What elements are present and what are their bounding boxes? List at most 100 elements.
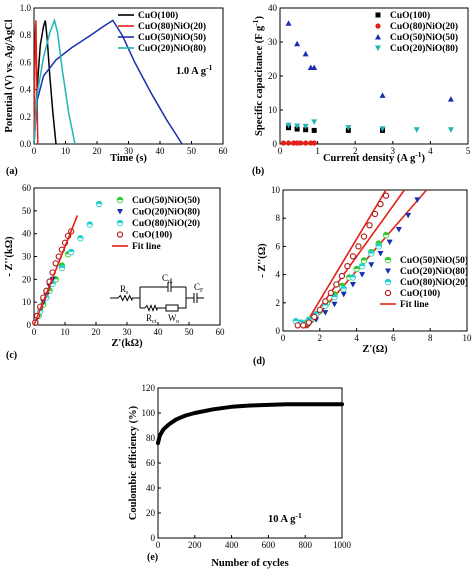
x-tick-label: 5 bbox=[466, 146, 471, 156]
data-point bbox=[447, 96, 454, 102]
legend-swatch bbox=[384, 256, 392, 264]
data-point bbox=[371, 210, 379, 218]
data-point bbox=[327, 289, 334, 297]
panel-label: (e) bbox=[147, 552, 158, 563]
data-point bbox=[316, 306, 323, 313]
data-point bbox=[340, 285, 347, 292]
data-point bbox=[349, 281, 356, 288]
current-density-annotation: 1.0 A g-1 bbox=[176, 63, 213, 77]
data-point bbox=[86, 221, 93, 228]
data-point bbox=[368, 250, 375, 257]
x-axis-title: Current density (A g-1) bbox=[323, 150, 426, 164]
plot-frame bbox=[282, 189, 468, 332]
circuit-label-cf: C bbox=[194, 282, 200, 292]
data-point bbox=[379, 92, 386, 98]
data-point bbox=[294, 40, 301, 47]
sub: s bbox=[126, 290, 129, 296]
data-point bbox=[355, 243, 362, 250]
legend-label: CuO(100) bbox=[132, 230, 172, 241]
series-line bbox=[156, 402, 344, 445]
x-tick-label: 10 bbox=[61, 327, 71, 337]
panel-d: 0 2 4 6 8 10 0 2 4 6 8 10 CuO(50)NiO(50)CuO(20)NiO(8… bbox=[253, 185, 472, 367]
y-tick-label: 1.0 bbox=[20, 3, 32, 13]
sub: F bbox=[200, 288, 204, 294]
data-point bbox=[294, 322, 301, 329]
y-tick-label: 20 bbox=[22, 274, 32, 284]
x-tick-label: 4 bbox=[354, 333, 359, 343]
legend-label: CuO(20)NiO(80) bbox=[138, 43, 206, 54]
data-point bbox=[95, 200, 103, 208]
y-tick-label: 40 bbox=[146, 483, 156, 493]
data-point bbox=[311, 127, 317, 133]
legend-swatch bbox=[116, 196, 124, 204]
y-axis-title: - Z''(kΩ) bbox=[4, 236, 15, 277]
sub: o bbox=[176, 319, 179, 325]
data-point bbox=[300, 322, 307, 329]
x-tick-label: 0 bbox=[278, 146, 283, 156]
data-point bbox=[395, 226, 402, 233]
circuit-label-cdl: C bbox=[162, 273, 168, 283]
circuit-label-w: W bbox=[168, 313, 177, 323]
data-point bbox=[322, 298, 329, 305]
y-tick-label: 0.0 bbox=[20, 139, 32, 149]
warburg-element bbox=[165, 304, 179, 312]
data-point bbox=[305, 319, 312, 326]
y-axis-title: - Z''(Ω) bbox=[257, 243, 268, 278]
legend-label: CuO(100) bbox=[138, 10, 178, 21]
legend-label: CuO(100) bbox=[390, 10, 430, 21]
data-point bbox=[358, 262, 366, 270]
data-point bbox=[386, 239, 393, 246]
legend-label: CuO(80)NiO(20) bbox=[390, 21, 458, 32]
legend-swatch bbox=[117, 209, 123, 215]
y-tick-label: 30 bbox=[22, 252, 32, 262]
legend-label: CuO(20)NiO(80) bbox=[132, 207, 200, 218]
legend-swatch bbox=[116, 219, 124, 227]
legend-label: CuO(80)NiO(20) bbox=[132, 218, 200, 229]
legend-swatch bbox=[116, 231, 124, 238]
data-point bbox=[285, 140, 292, 146]
fit-line bbox=[304, 189, 406, 329]
legend-label: CuO(100) bbox=[400, 288, 440, 299]
sub: ct bbox=[152, 319, 157, 325]
x-tick-label: 2 bbox=[318, 333, 323, 343]
legend-label: CuO(50)NiO(50) bbox=[390, 32, 458, 43]
data-point bbox=[285, 122, 292, 129]
data-point bbox=[294, 126, 300, 132]
data-point bbox=[67, 248, 75, 256]
x-tick-label: 10 bbox=[61, 146, 71, 156]
data-point bbox=[331, 301, 338, 308]
panel-label: (a) bbox=[6, 166, 18, 177]
data-point bbox=[303, 127, 309, 133]
y-tick-label: 10 bbox=[271, 185, 281, 195]
x-tick-label: 3 bbox=[391, 146, 396, 156]
series-line bbox=[33, 20, 57, 145]
data-point bbox=[377, 200, 384, 208]
data-point bbox=[311, 64, 318, 70]
x-tick-label: 400 bbox=[225, 540, 239, 550]
legend-label: CuO(80)NiO(20) bbox=[400, 277, 468, 288]
legend-label: CuO(80)NiO(20) bbox=[138, 21, 206, 32]
y-tick-label: 0.4 bbox=[20, 85, 32, 95]
y-tick-label: 0 bbox=[273, 139, 278, 149]
data-point bbox=[349, 274, 357, 281]
y-tick-label: 20 bbox=[146, 508, 156, 518]
x-tick-label: 30 bbox=[123, 327, 133, 337]
circuit-label-rct: R bbox=[146, 313, 152, 323]
data-point bbox=[405, 212, 412, 219]
x-tick-label: 6 bbox=[391, 333, 396, 343]
y-tick-label: 0.6 bbox=[20, 57, 32, 67]
data-point bbox=[311, 313, 318, 321]
panel-label: (b) bbox=[252, 166, 264, 177]
x-tick-label: 8 bbox=[428, 333, 433, 343]
capacitor-cdl bbox=[162, 282, 186, 292]
legend-label: CuO(20)NiO(80) bbox=[400, 266, 468, 277]
circuit-label-rs: R bbox=[120, 284, 126, 294]
capacitor-cf bbox=[178, 287, 204, 309]
y-axis-title: Coulombic efficiency (%) bbox=[128, 405, 139, 520]
data-point bbox=[322, 310, 329, 316]
x-tick-label: 30 bbox=[124, 146, 134, 156]
legend-label: Fit line bbox=[132, 242, 161, 252]
data-point bbox=[58, 264, 66, 272]
